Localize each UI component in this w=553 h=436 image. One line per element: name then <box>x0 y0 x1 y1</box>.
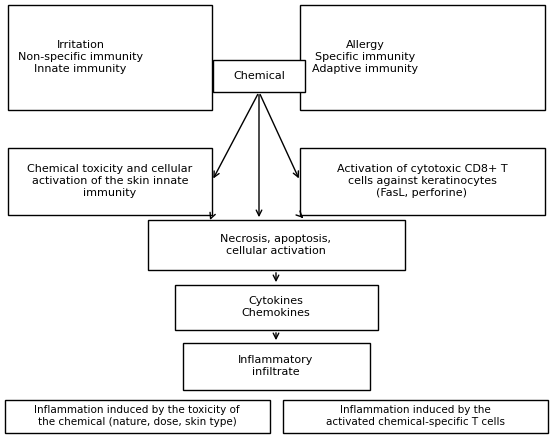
Bar <box>8 148 212 215</box>
Bar <box>148 220 405 270</box>
Bar <box>300 5 545 110</box>
Text: Inflammation induced by the toxicity of
the chemical (nature, dose, skin type): Inflammation induced by the toxicity of … <box>34 405 240 427</box>
Text: Inflammation induced by the
activated chemical-specific T cells: Inflammation induced by the activated ch… <box>326 405 504 427</box>
Text: Allergy
Specific immunity
Adaptive immunity: Allergy Specific immunity Adaptive immun… <box>312 41 418 74</box>
Bar <box>183 343 370 390</box>
Text: Chemical toxicity and cellular
activation of the skin innate
immunity: Chemical toxicity and cellular activatio… <box>28 164 192 198</box>
Bar <box>5 400 270 433</box>
Bar <box>283 400 548 433</box>
Text: Chemical: Chemical <box>233 71 285 81</box>
Text: Cytokines
Chemokines: Cytokines Chemokines <box>242 296 310 318</box>
Bar <box>8 5 212 110</box>
Text: Necrosis, apoptosis,
cellular activation: Necrosis, apoptosis, cellular activation <box>221 234 331 256</box>
Text: Inflammatory
infiltrate: Inflammatory infiltrate <box>238 355 314 377</box>
Text: Activation of cytotoxic CD8+ T
cells against keratinocytes
(FasL, perforine): Activation of cytotoxic CD8+ T cells aga… <box>337 164 507 198</box>
Bar <box>175 285 378 330</box>
Text: Irritation
Non-specific immunity
Innate immunity: Irritation Non-specific immunity Innate … <box>18 41 143 74</box>
Bar <box>213 60 305 92</box>
Bar <box>300 148 545 215</box>
